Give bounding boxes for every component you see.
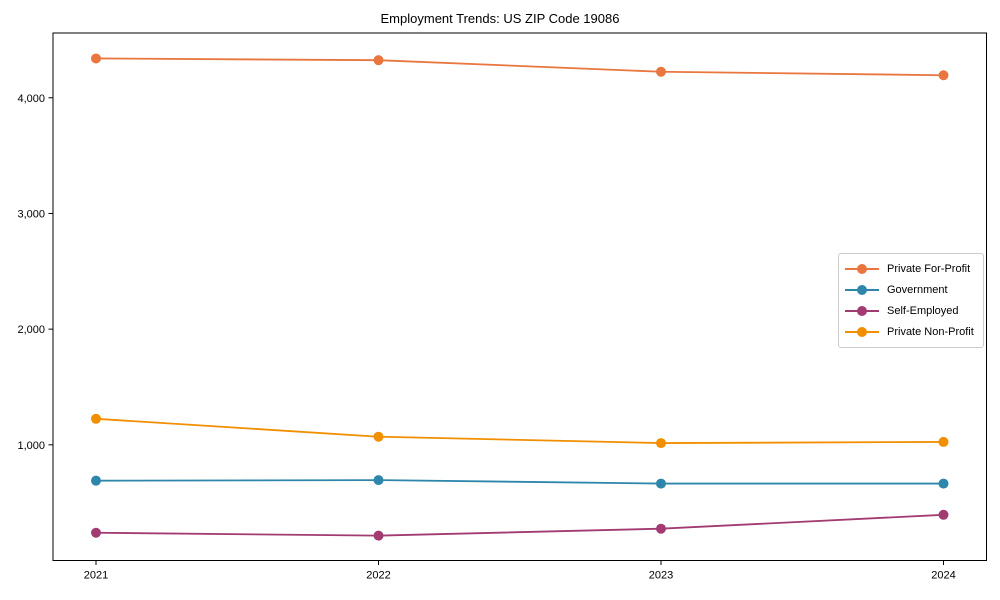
- data-point: [91, 527, 101, 538]
- legend-marker-icon: [845, 284, 879, 296]
- legend-marker-icon: [845, 326, 879, 338]
- data-point: [373, 530, 384, 541]
- data-point: [938, 478, 949, 489]
- data-point: [656, 523, 666, 534]
- legend-label: Private For-Profit: [887, 262, 971, 275]
- data-point: [938, 509, 949, 520]
- data-point: [938, 70, 949, 81]
- data-point: [373, 55, 384, 66]
- x-tick-label: 2023: [649, 570, 673, 582]
- series-line-government: [95, 479, 944, 485]
- x-tick-label: 2022: [366, 570, 390, 582]
- data-point: [656, 478, 666, 489]
- legend-item: Private For-Profit: [845, 260, 977, 278]
- legend-label: Self-Employed: [887, 305, 959, 318]
- data-point: [373, 431, 384, 442]
- data-point: [938, 436, 949, 447]
- data-point: [373, 475, 384, 486]
- series-line-self-employed: [95, 513, 944, 537]
- series-line-private-for-profit: [95, 57, 944, 77]
- data-point: [656, 66, 666, 77]
- legend-label: Private Non-Profit: [887, 326, 974, 339]
- legend-label: Government: [887, 283, 948, 296]
- legend-marker-icon: [845, 263, 879, 275]
- y-tick-label: 3,000: [17, 208, 45, 220]
- y-tick-label: 1,000: [17, 440, 45, 452]
- data-point: [91, 53, 101, 64]
- series-line-private-non-profit: [95, 417, 944, 444]
- legend-item: Government: [845, 281, 977, 299]
- legend-item: Private Non-Profit: [845, 323, 977, 341]
- y-tick-label: 4,000: [17, 93, 45, 105]
- legend-item: Self-Employed: [845, 302, 977, 320]
- data-point: [656, 438, 666, 449]
- legend-marker-icon: [845, 305, 879, 317]
- chart-title: Employment Trends: US ZIP Code 19086: [380, 11, 620, 26]
- plot-area: [52, 32, 987, 561]
- y-tick-label: 2,000: [17, 324, 45, 336]
- data-point: [91, 475, 101, 486]
- data-point: [91, 413, 101, 424]
- x-tick-label: 2021: [84, 570, 108, 582]
- chart-legend: Private For-Profit Government Self-Emplo…: [838, 253, 984, 348]
- x-tick-label: 2024: [931, 570, 955, 582]
